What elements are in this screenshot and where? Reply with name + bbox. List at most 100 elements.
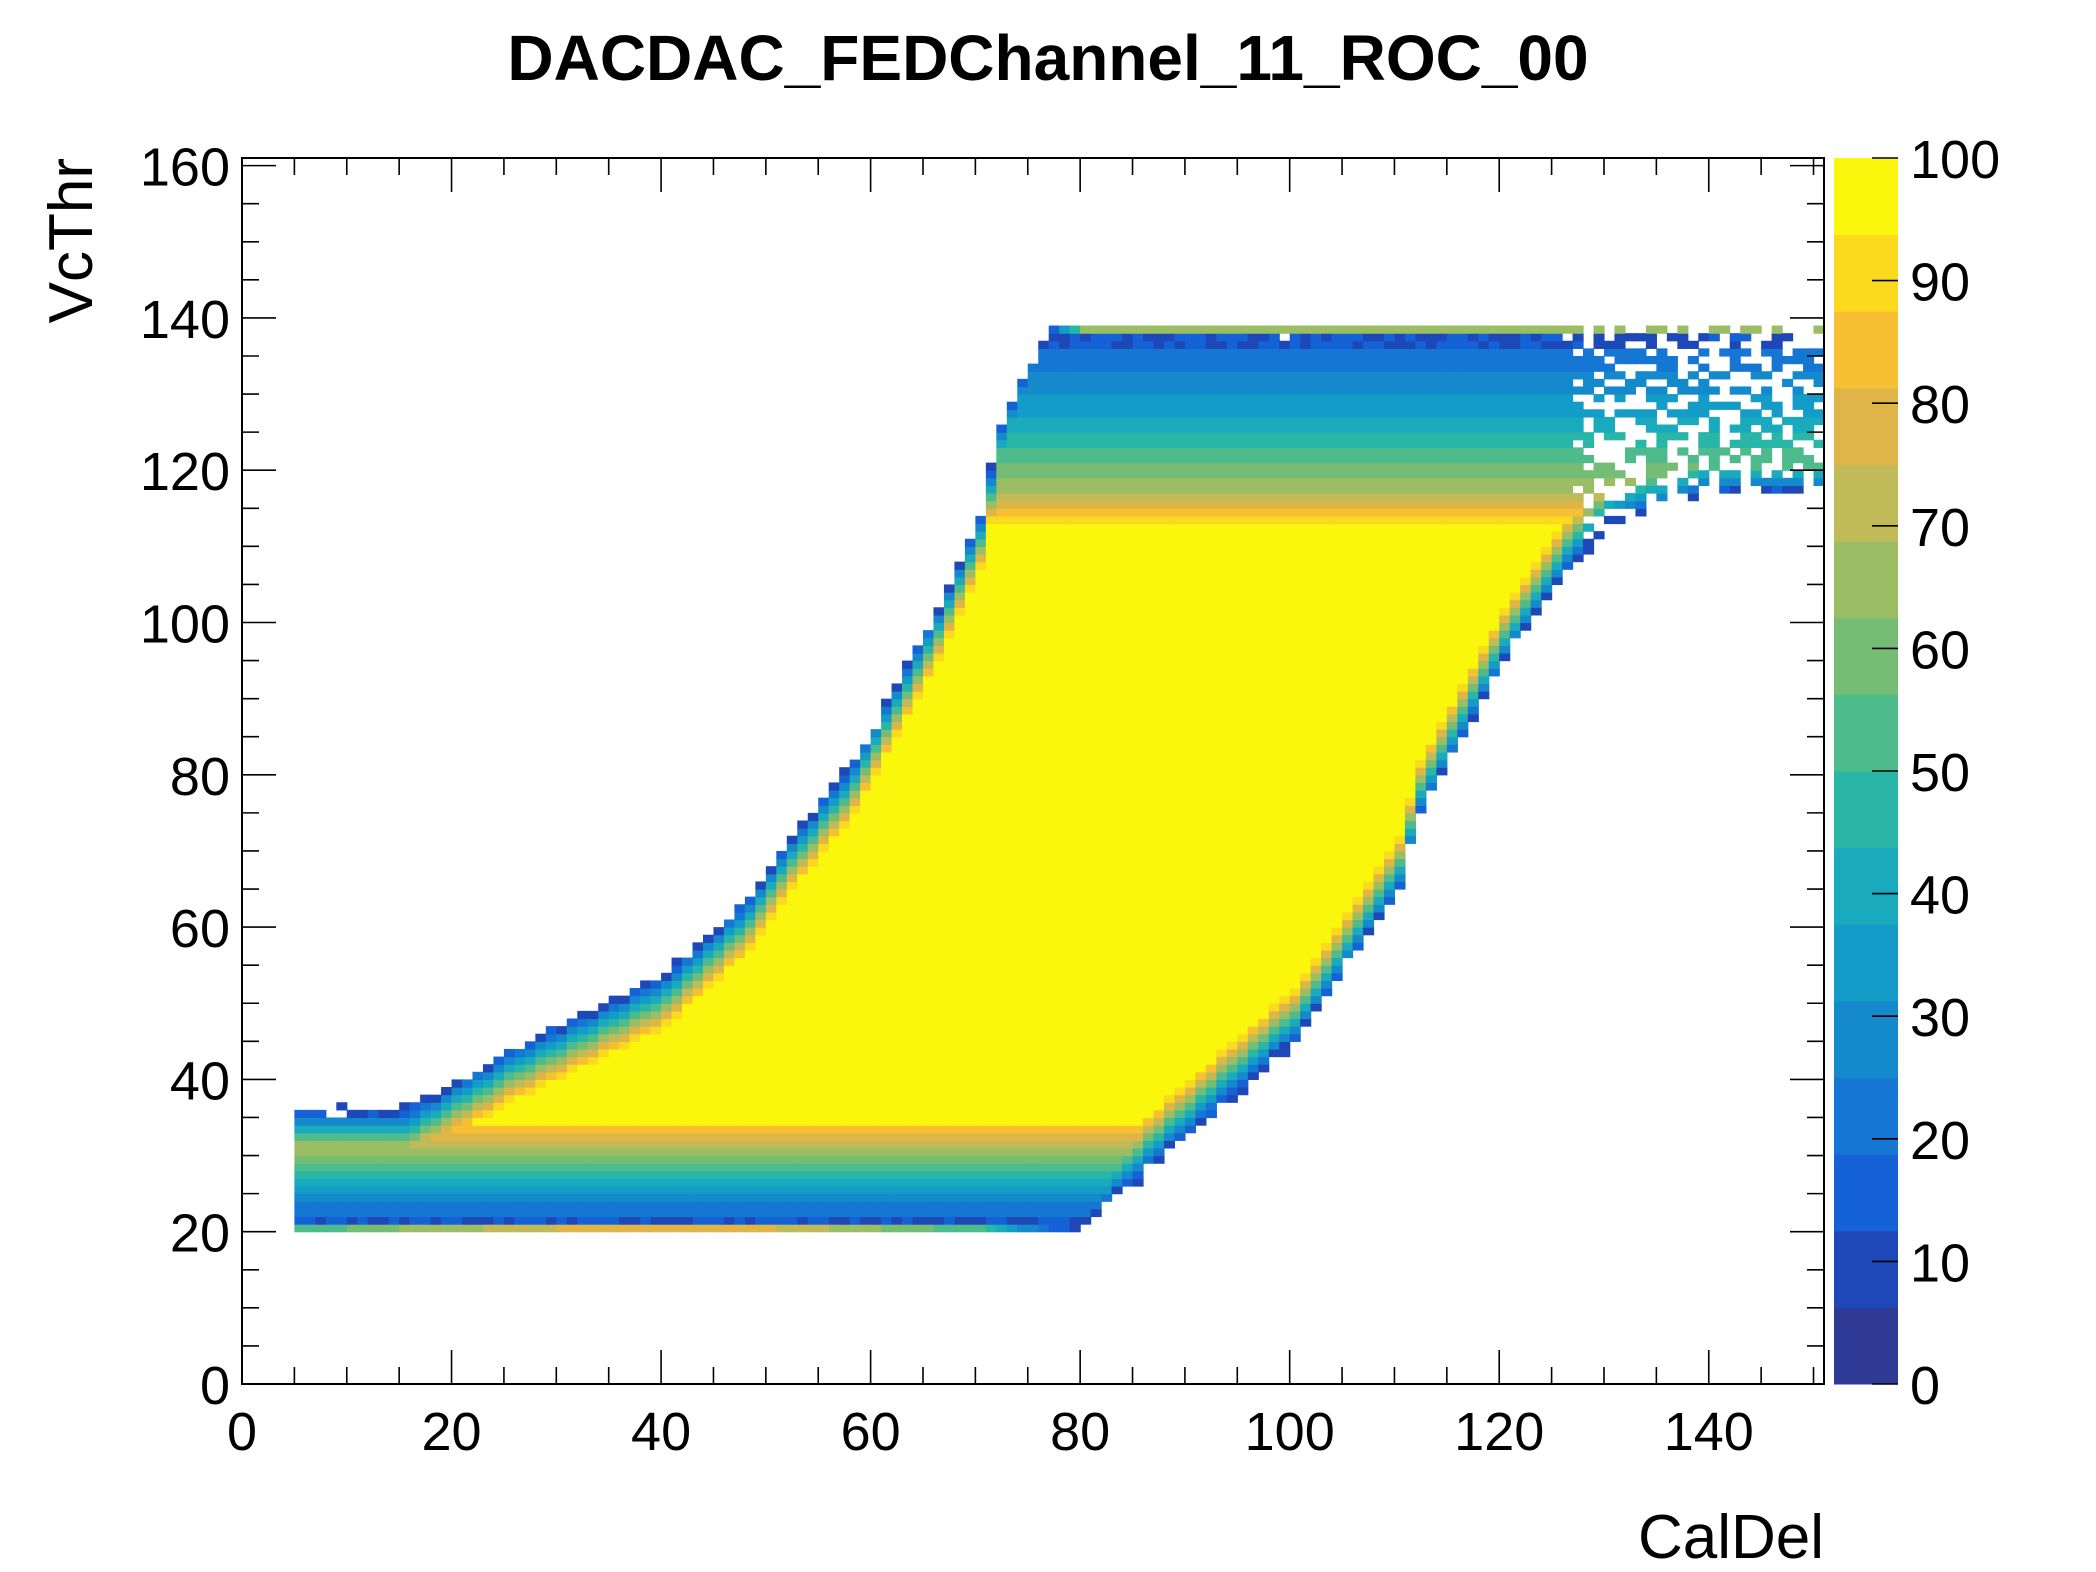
heatmap-cell bbox=[1132, 660, 1144, 669]
heatmap-cell bbox=[839, 919, 851, 928]
heatmap-cell bbox=[1038, 911, 1050, 921]
heatmap-cell bbox=[828, 1140, 840, 1149]
heatmap-cell bbox=[860, 1087, 872, 1096]
heatmap-cell bbox=[891, 1163, 903, 1172]
heatmap-cell bbox=[1048, 683, 1060, 692]
heatmap-cell bbox=[1048, 751, 1060, 761]
heatmap-cell bbox=[723, 1186, 736, 1195]
heatmap-cell bbox=[996, 1216, 1008, 1225]
heatmap-cell bbox=[818, 881, 830, 890]
heatmap-cell bbox=[985, 896, 997, 905]
heatmap-cell bbox=[315, 1132, 327, 1141]
heatmap-cell bbox=[1163, 645, 1176, 654]
heatmap-cell bbox=[1038, 1163, 1050, 1172]
heatmap-cell bbox=[702, 1216, 715, 1225]
heatmap-cell bbox=[786, 873, 798, 883]
heatmap-cell bbox=[1080, 1056, 1092, 1065]
heatmap-cell bbox=[1006, 500, 1018, 509]
heatmap-cell bbox=[1006, 652, 1018, 662]
heatmap-cell bbox=[713, 957, 725, 966]
heatmap-cell bbox=[933, 1010, 945, 1020]
heatmap-cell bbox=[1090, 1064, 1102, 1073]
heatmap-cell bbox=[598, 1064, 610, 1073]
heatmap-cell bbox=[608, 1193, 620, 1202]
heatmap-cell bbox=[1122, 797, 1134, 806]
heatmap-cells bbox=[294, 325, 1825, 1233]
heatmap-cell bbox=[996, 515, 1008, 525]
heatmap-cell bbox=[734, 1087, 746, 1096]
heatmap-cell bbox=[1017, 500, 1029, 509]
heatmap-cell bbox=[849, 980, 861, 989]
heatmap-cell bbox=[598, 1056, 610, 1065]
heatmap-cell bbox=[902, 1208, 914, 1218]
heatmap-cell bbox=[881, 1087, 893, 1096]
heatmap-cell bbox=[556, 1026, 568, 1035]
heatmap-cell bbox=[985, 698, 997, 707]
heatmap-cell bbox=[1069, 340, 1081, 349]
heatmap-cell bbox=[723, 1102, 736, 1111]
heatmap-cell bbox=[1132, 1125, 1144, 1134]
heatmap-cell bbox=[1122, 850, 1134, 860]
heatmap-cell bbox=[954, 1033, 966, 1042]
heatmap-cell bbox=[765, 896, 777, 905]
heatmap-cell bbox=[619, 1056, 631, 1065]
heatmap-cell bbox=[420, 1109, 432, 1119]
heatmap-cell bbox=[902, 805, 914, 814]
heatmap-cell bbox=[881, 1208, 893, 1218]
heatmap-cell bbox=[692, 1033, 704, 1042]
heatmap-cell bbox=[1059, 1018, 1071, 1027]
heatmap-cell bbox=[1038, 1041, 1050, 1050]
heatmap-cell bbox=[1111, 835, 1123, 844]
heatmap-cell bbox=[1195, 713, 1207, 723]
heatmap-cell bbox=[1027, 988, 1039, 997]
heatmap-cell bbox=[1111, 698, 1123, 707]
heatmap-cell bbox=[776, 858, 788, 867]
heatmap-cell bbox=[1038, 462, 1050, 471]
heatmap-cell bbox=[524, 1094, 536, 1103]
heatmap-cell bbox=[325, 1208, 337, 1218]
heatmap-cell bbox=[964, 1163, 976, 1172]
heatmap-cell bbox=[881, 828, 893, 837]
heatmap-cell bbox=[1027, 767, 1039, 776]
heatmap-cell bbox=[315, 1155, 327, 1164]
heatmap-cell bbox=[1101, 729, 1113, 738]
heatmap-cell bbox=[1143, 652, 1155, 662]
heatmap-cell bbox=[1090, 774, 1102, 784]
heatmap-cell bbox=[556, 1163, 568, 1172]
heatmap-cell bbox=[891, 1010, 903, 1020]
heatmap-cell bbox=[1101, 325, 1113, 334]
heatmap-cell bbox=[682, 1048, 694, 1058]
heatmap-cell bbox=[1143, 850, 1155, 860]
heatmap-cell bbox=[1163, 790, 1176, 799]
heatmap-cell bbox=[1153, 904, 1165, 913]
heatmap-cell bbox=[1122, 927, 1134, 936]
heatmap-cell bbox=[933, 1102, 945, 1111]
heatmap-cell bbox=[776, 1208, 788, 1218]
heatmap-cell bbox=[1163, 386, 1176, 395]
heatmap-cell bbox=[912, 828, 924, 837]
heatmap-cell bbox=[849, 1048, 861, 1058]
heatmap-cell bbox=[776, 1155, 788, 1164]
heatmap-cell bbox=[1006, 493, 1018, 502]
heatmap-cell bbox=[1122, 911, 1134, 921]
heatmap-cell bbox=[1017, 1208, 1029, 1218]
heatmap-cell bbox=[1090, 523, 1102, 532]
heatmap-cell bbox=[954, 896, 966, 905]
heatmap-cell bbox=[430, 1117, 442, 1126]
heatmap-cell bbox=[975, 599, 987, 608]
heatmap-cell bbox=[524, 1102, 536, 1111]
heatmap-cell bbox=[975, 774, 987, 784]
heatmap-cell bbox=[996, 744, 1008, 753]
heatmap-cell bbox=[818, 843, 830, 852]
heatmap-cell bbox=[1195, 889, 1207, 898]
heatmap-cell bbox=[598, 1216, 610, 1225]
heatmap-cell bbox=[1006, 1003, 1018, 1012]
heatmap-cell bbox=[1122, 1064, 1134, 1073]
heatmap-cell bbox=[1153, 454, 1165, 464]
heatmap-cell bbox=[755, 896, 767, 905]
heatmap-cell bbox=[996, 1003, 1008, 1012]
heatmap-cell bbox=[996, 652, 1008, 662]
heatmap-cell bbox=[566, 1056, 578, 1065]
heatmap-cell bbox=[1048, 812, 1060, 822]
heatmap-cell bbox=[702, 1208, 715, 1218]
